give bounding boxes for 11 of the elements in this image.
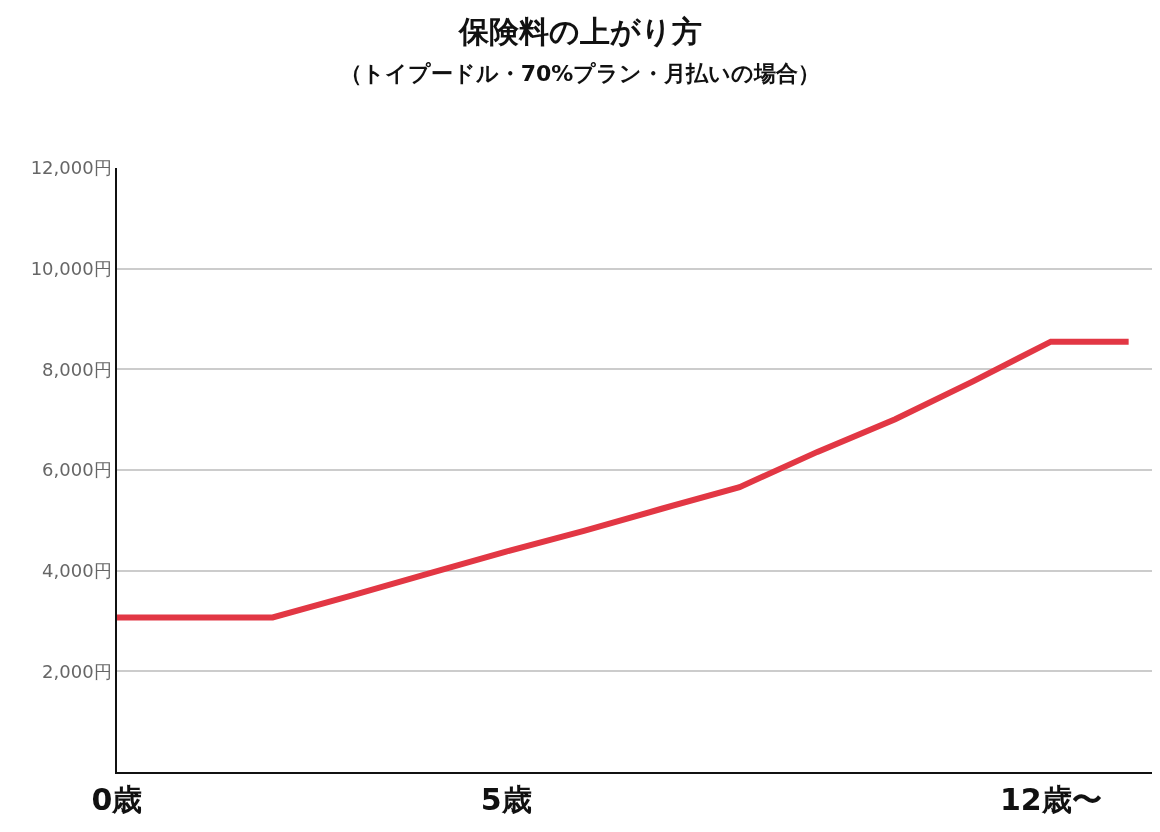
chart-subtitle: （トイプードル・70%プラン・月払いの場合）: [339, 60, 821, 86]
x-tick-label: 0歳: [91, 781, 143, 817]
x-tick-label: 12歳〜: [999, 781, 1102, 817]
y-tick-label: 2,000円: [42, 660, 112, 682]
x-tick-label: 5歳: [480, 781, 532, 817]
chart-title: 保険料の上がり方: [457, 13, 702, 49]
y-tick-label: 6,000円: [42, 459, 112, 481]
y-tick-label: 8,000円: [42, 358, 112, 380]
y-tick-label: 10,000円: [30, 257, 112, 279]
y-tick-label: 12,000円: [30, 157, 112, 179]
y-tick-label: 4,000円: [42, 559, 112, 581]
